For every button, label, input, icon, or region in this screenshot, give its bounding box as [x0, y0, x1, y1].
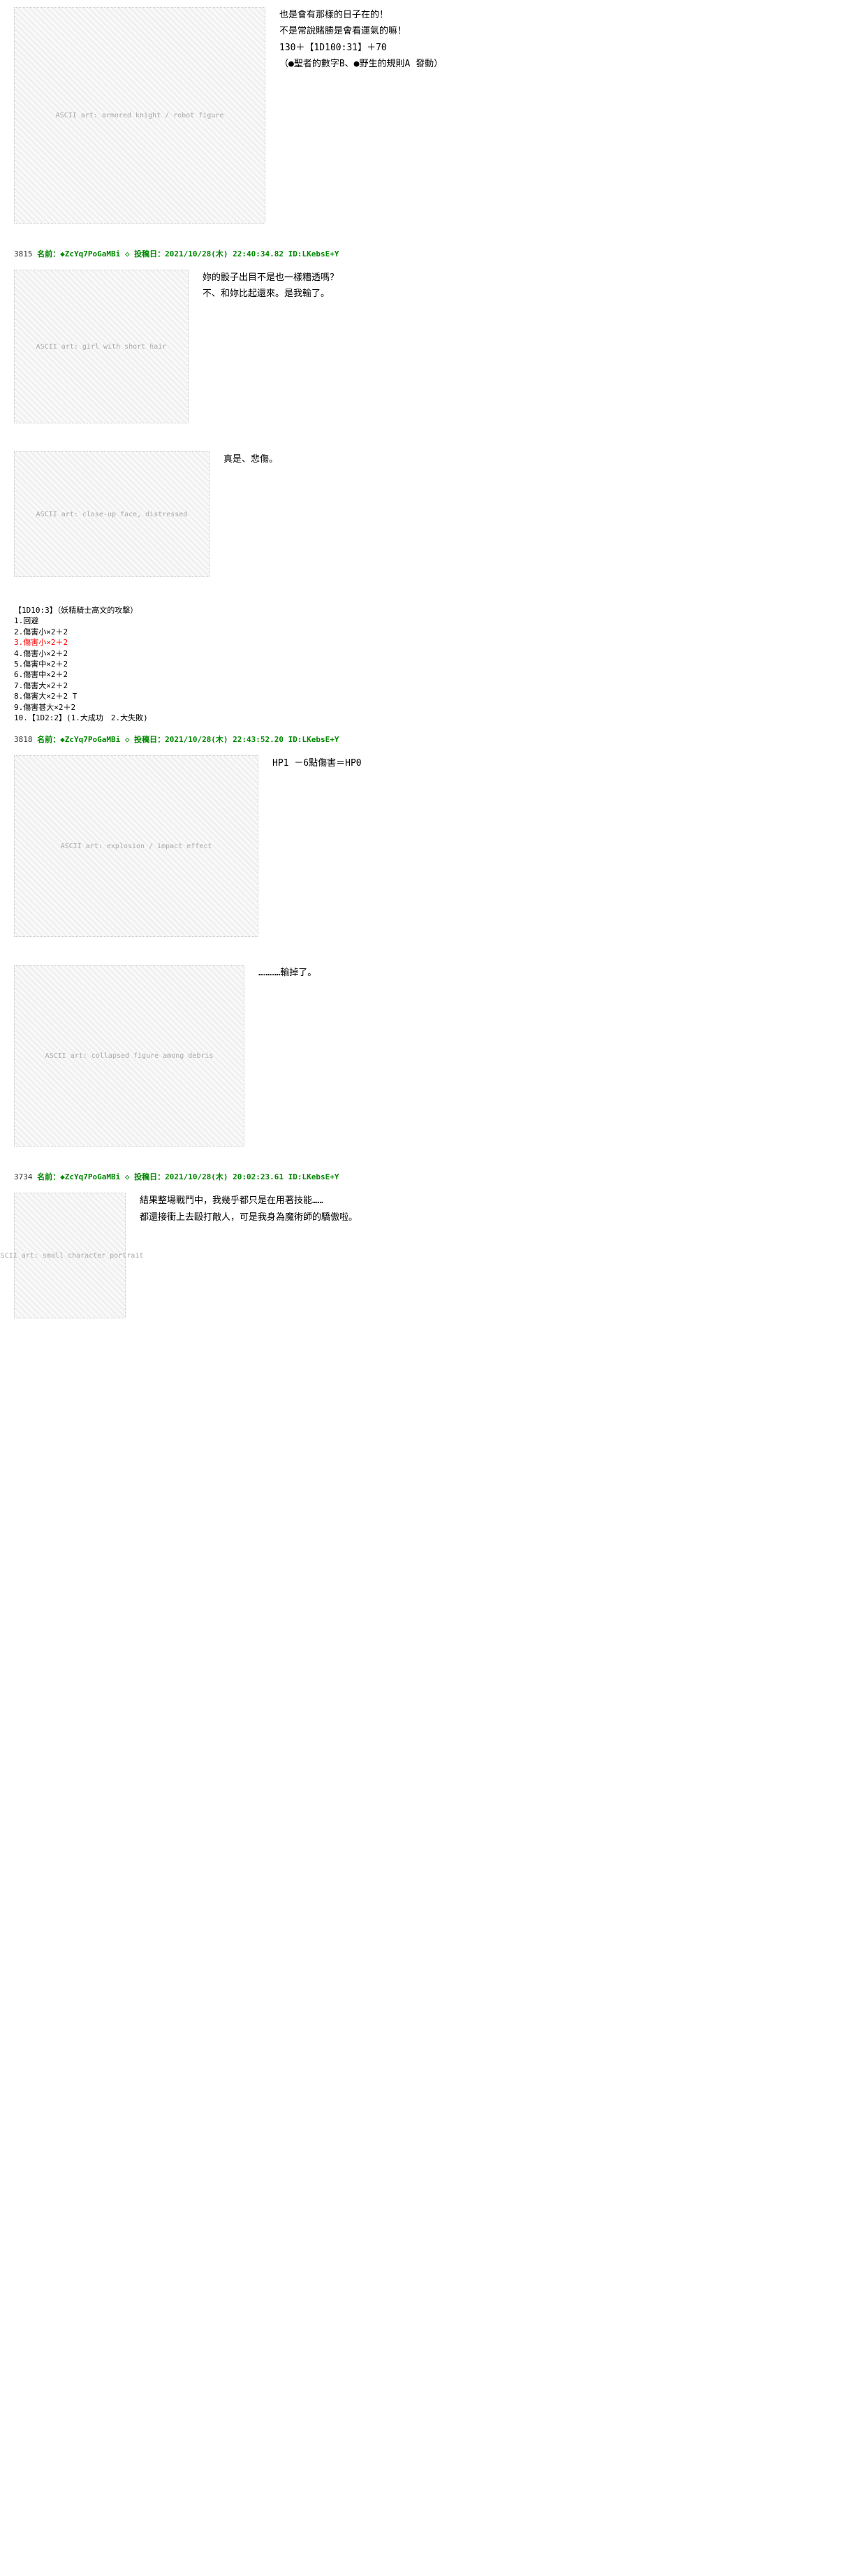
post-block: ASCII art: armored knight / robot figure…: [0, 0, 852, 231]
dialogue-line: 不是常說賭勝是會看運氣的嘛！: [279, 23, 824, 39]
dialogue-block: …………輸掉了。: [244, 965, 838, 981]
ascii-art-icon: ASCII art: small character portrait: [14, 1193, 126, 1318]
dialogue-line: HP1 －6點傷害＝HP0: [272, 755, 824, 771]
dialogue-block: 妳的骰子出目不是也一樣糟透嗎？ 不、和妳比起還來。是我輸了。: [189, 270, 838, 303]
ascii-art-icon: ASCII art: girl with short hair: [14, 270, 189, 423]
dialogue-block: 真是、悲傷。: [210, 451, 838, 467]
dice-option: 8.傷害大×2＋2 T: [14, 691, 838, 701]
dice-option: 7.傷害大×2＋2: [14, 681, 838, 691]
post-block: ASCII art: explosion / impact effect HP1…: [0, 748, 852, 944]
ascii-art-icon: ASCII art: collapsed figure among debris: [14, 965, 244, 1147]
dice-option: 5.傷害中×2＋2: [14, 659, 838, 669]
dialogue-line: 也是會有那樣的日子在的！: [279, 7, 824, 23]
dialogue-block: 結果整場戰鬥中，我幾乎都只是在用著技能…… 都還接衝上去毆打敵人，可是我身為魔術…: [126, 1193, 838, 1225]
post-block: ASCII art: close-up face, distressed 真是、…: [0, 444, 852, 584]
post-number: 3818: [14, 735, 33, 744]
dialogue-line: 結果整場戰鬥中，我幾乎都只是在用著技能……: [140, 1193, 824, 1209]
dice-option: 9.傷害甚大×2＋2: [14, 702, 838, 713]
dice-option: 10.【1D2:2】(1.大成功 2.大失敗): [14, 713, 838, 723]
dice-title: 【1D10:3】（妖精騎士高文的攻擊）: [14, 605, 838, 616]
poster-name: 名前：◆ZcYq7PoGaMBi ◇ 投稿日：2021/10/28(木) 22:…: [37, 735, 339, 744]
ascii-art-icon: ASCII art: close-up face, distressed: [14, 451, 210, 577]
dialogue-line: 真是、悲傷。: [223, 451, 824, 467]
post-header: 3815 名前：◆ZcYq7PoGaMBi ◇ 投稿日：2021/10/28(木…: [0, 245, 852, 263]
dialogue-block: HP1 －6點傷害＝HP0: [258, 755, 838, 771]
dialogue-line: 妳的骰子出目不是也一樣糟透嗎？: [203, 270, 824, 286]
post-number: 3734: [14, 1172, 33, 1181]
post-block: ASCII art: collapsed figure among debris…: [0, 958, 852, 1154]
dialogue-line: （●聖者的數字B、●野生的規則A 發動）: [279, 56, 824, 72]
dialogue-block: 也是會有那樣的日子在的！ 不是常說賭勝是會看運氣的嘛！ 130＋【1D100:3…: [265, 7, 838, 73]
dice-option: 2.傷害小×2＋2: [14, 627, 838, 637]
post-header: 3734 名前：◆ZcYq7PoGaMBi ◇ 投稿日：2021/10/28(木…: [0, 1167, 852, 1186]
poster-name: 名前：◆ZcYq7PoGaMBi ◇ 投稿日：2021/10/28(木) 22:…: [37, 249, 339, 259]
ascii-art-icon: ASCII art: explosion / impact effect: [14, 755, 258, 937]
post-block: ASCII art: small character portrait 結果整場…: [0, 1186, 852, 1325]
ascii-art-icon: ASCII art: armored knight / robot figure: [14, 7, 265, 224]
dialogue-line: 都還接衝上去毆打敵人，可是我身為魔術師的驕傲啦。: [140, 1209, 824, 1225]
post-block: ASCII art: girl with short hair 妳的骰子出目不是…: [0, 263, 852, 430]
dice-roll-block: 【1D10:3】（妖精騎士高文的攻擊） 1.回避 2.傷害小×2＋2 3.傷害小…: [0, 598, 852, 730]
dice-option: 1.回避: [14, 616, 838, 626]
post-number: 3815: [14, 249, 33, 259]
dialogue-line: 不、和妳比起還來。是我輸了。: [203, 286, 824, 302]
dialogue-line: 130＋【1D100:31】＋70: [279, 40, 824, 56]
dialogue-line: …………輸掉了。: [258, 965, 824, 981]
dice-option-selected: 3.傷害小×2＋2: [14, 637, 838, 648]
poster-name: 名前：◆ZcYq7PoGaMBi ◇ 投稿日：2021/10/28(木) 20:…: [37, 1172, 339, 1181]
dice-option: 6.傷害中×2＋2: [14, 669, 838, 680]
dice-option: 4.傷害小×2＋2: [14, 648, 838, 659]
post-header: 3818 名前：◆ZcYq7PoGaMBi ◇ 投稿日：2021/10/28(木…: [0, 730, 852, 748]
